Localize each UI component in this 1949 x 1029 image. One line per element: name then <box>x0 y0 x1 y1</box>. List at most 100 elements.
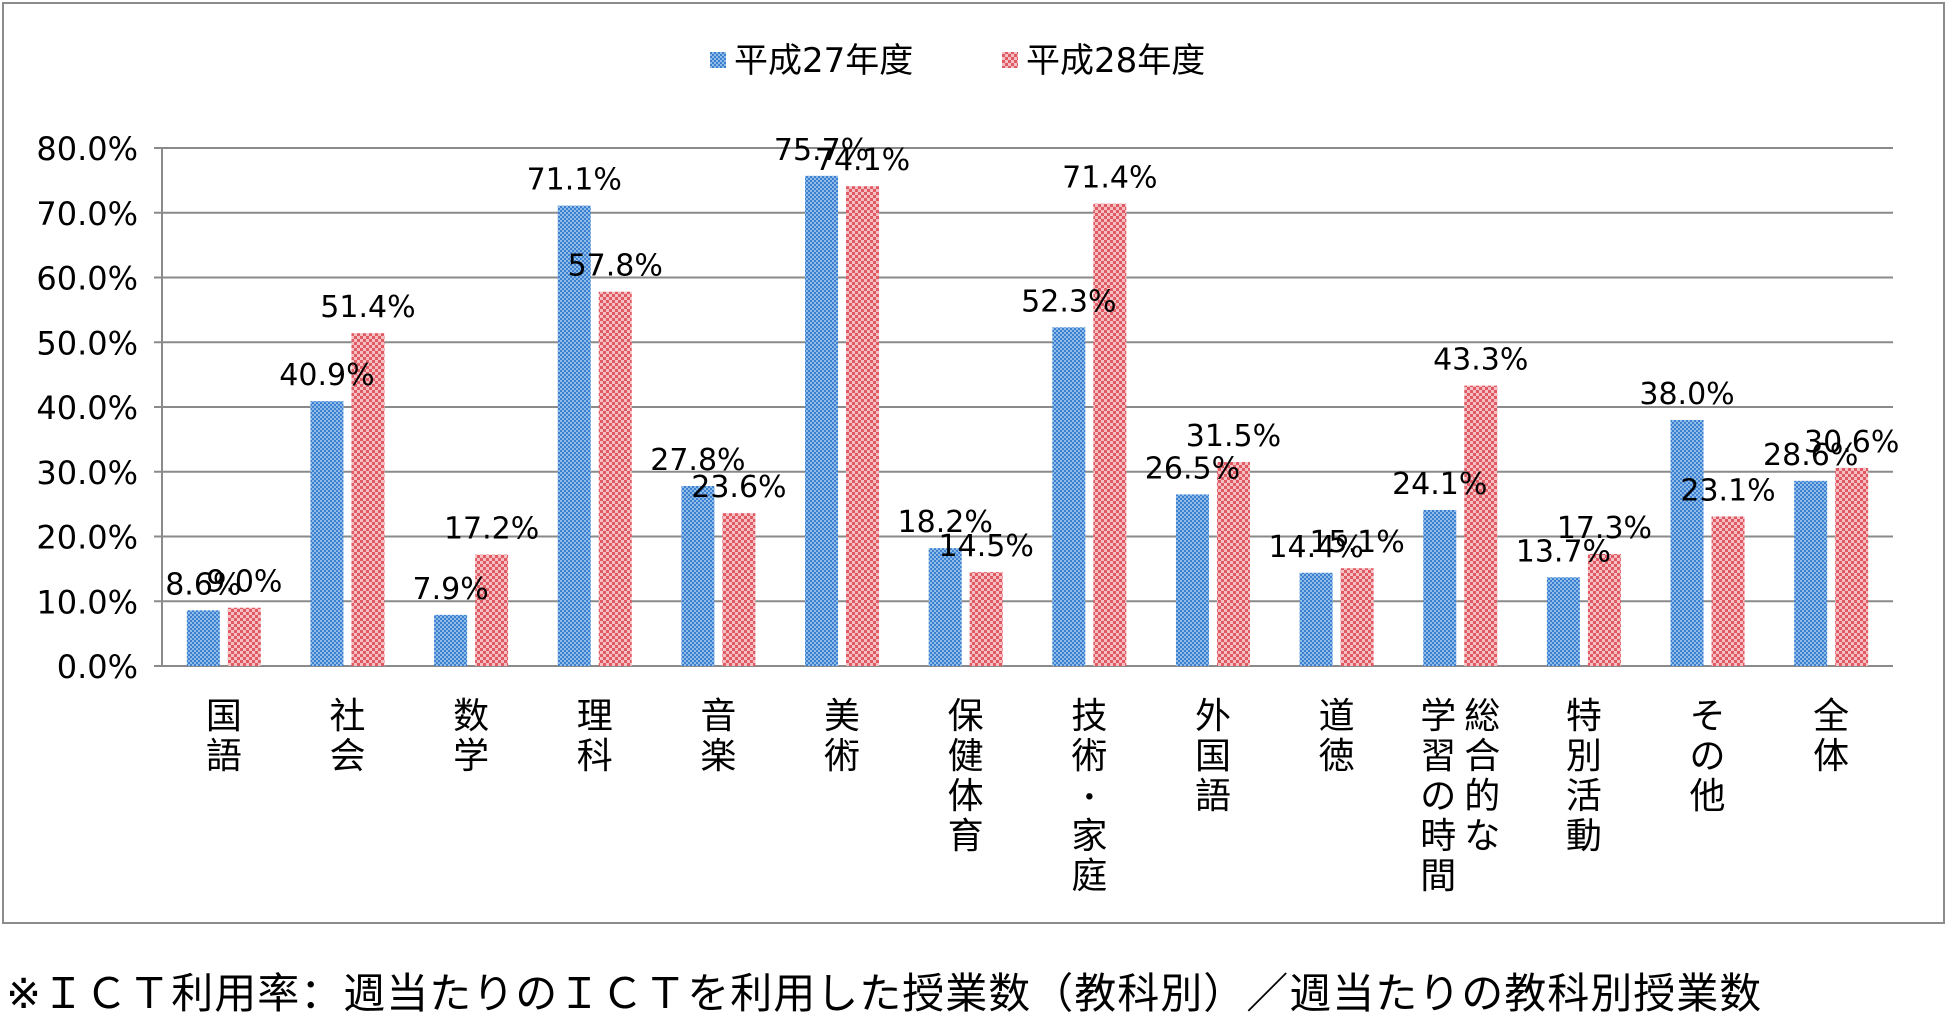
data-label: 9.0% <box>206 565 282 600</box>
category-label-char: な <box>1464 816 1500 857</box>
data-label: 7.9% <box>412 572 488 607</box>
category-label-char: 術 <box>1071 736 1107 777</box>
category-label-char: 的 <box>1464 776 1500 817</box>
category-label-char: 科 <box>577 736 613 777</box>
data-label: 18.2% <box>898 505 993 540</box>
legend-swatch <box>710 52 726 68</box>
category-label-char: 徳 <box>1319 736 1355 777</box>
data-label: 30.6% <box>1804 425 1899 460</box>
category-label-char: 術 <box>824 736 860 777</box>
data-label: 17.3% <box>1557 511 1652 546</box>
footnote: ※ＩＣＴ利用率：週当たりのＩＣＴを利用した授業数（教科別）／週当たりの教科別授業… <box>6 969 1763 1018</box>
bar-h28 <box>1587 553 1621 666</box>
category-label-char: 外 <box>1195 696 1231 737</box>
y-tick-label: 20.0% <box>36 519 138 557</box>
data-label: 43.3% <box>1433 343 1528 378</box>
data-label: 13.7% <box>1516 534 1611 569</box>
data-label: 71.4% <box>1062 161 1157 196</box>
bar-h28 <box>1340 568 1374 666</box>
legend: 平成27年度 平成28年度 <box>710 41 1205 81</box>
bar-h27 <box>557 205 591 666</box>
y-tick-label: 50.0% <box>36 324 138 362</box>
bar-h27 <box>1794 480 1828 666</box>
bar-h27 <box>1670 419 1704 666</box>
legend-label: 平成28年度 <box>1026 41 1205 81</box>
y-tick-label: 70.0% <box>36 195 138 233</box>
category-label-char: 活 <box>1566 776 1602 817</box>
category-label-char: 他 <box>1690 776 1726 817</box>
category-label-char: 特 <box>1566 696 1602 737</box>
category-label-char: 技 <box>1071 696 1107 737</box>
category-label-char: 保 <box>948 696 984 737</box>
category-label-char: の <box>1420 776 1456 817</box>
category-label-char: の <box>1690 736 1726 777</box>
bar-h28 <box>227 607 261 666</box>
bar-h28 <box>1711 516 1745 666</box>
data-label: 31.5% <box>1186 419 1281 454</box>
category-label-char: 習 <box>1420 736 1456 777</box>
bar-h27 <box>1423 509 1457 666</box>
bar-h28 <box>1093 203 1127 666</box>
category-label-char: 学 <box>453 736 489 777</box>
bar-h27 <box>1546 577 1580 666</box>
category-label-char: 総 <box>1464 696 1500 737</box>
bar-h28 <box>475 554 509 666</box>
category-label-char: そ <box>1690 696 1726 737</box>
category-label-char: 音 <box>700 696 736 737</box>
bar-h28 <box>1835 467 1869 666</box>
category-label-char: 体 <box>1813 736 1849 777</box>
bar-h27 <box>186 610 220 666</box>
bar-h28 <box>722 513 756 666</box>
category-label-char: 楽 <box>700 736 736 777</box>
legend-swatch <box>1002 52 1018 68</box>
data-label: 57.8% <box>568 249 663 284</box>
bar-h28 <box>1216 462 1250 666</box>
category-label-char: 別 <box>1566 736 1602 777</box>
data-label: 52.3% <box>1021 284 1116 319</box>
category-label-char: 社 <box>329 696 365 737</box>
y-tick-label: 40.0% <box>36 389 138 427</box>
data-label: 23.6% <box>691 470 786 505</box>
bar-h27 <box>310 401 344 666</box>
category-label-char: 合 <box>1464 736 1500 777</box>
bar-h27 <box>434 614 468 666</box>
category-label-char: 会 <box>329 736 365 777</box>
category-label-char: 数 <box>453 696 489 737</box>
y-tick-label: 30.0% <box>36 454 138 492</box>
y-tick-label: 0.0% <box>57 648 138 686</box>
data-label: 27.8% <box>650 443 745 478</box>
data-label: 71.1% <box>527 163 622 198</box>
category-label-char: 全 <box>1813 696 1849 737</box>
category-label-char: 語 <box>1195 776 1231 817</box>
bars <box>186 175 1869 666</box>
bar-h27 <box>1299 572 1333 666</box>
category-label-char: 国 <box>1195 736 1231 777</box>
category-label-char: 理 <box>577 696 613 737</box>
bar-h28 <box>846 186 880 666</box>
y-tick-label: 60.0% <box>36 260 138 298</box>
data-label: 24.1% <box>1392 467 1487 502</box>
category-label-char: 体 <box>948 776 984 817</box>
bar-h28 <box>598 291 632 666</box>
data-labels: 8.6%9.0% 40.9% 51.4% 7.9% 17.2% 71.1% 57.8% 27.… <box>165 133 1899 607</box>
data-label: 17.2% <box>444 512 539 547</box>
category-label-char: ・ <box>1074 781 1104 816</box>
bar-h27 <box>805 175 839 666</box>
data-label: 51.4% <box>320 290 415 325</box>
bar-h27 <box>681 485 715 666</box>
y-tick-label: 80.0% <box>36 130 138 168</box>
data-label: 26.5% <box>1145 451 1240 486</box>
category-label-char: 語 <box>206 736 242 777</box>
category-labels: 国語社会数学理科音楽美術保健体育技術・家庭外国語道徳総合的な学習の時間特別活動そ… <box>206 696 1849 897</box>
bar-h27 <box>928 548 962 666</box>
category-label-char: 家 <box>1071 816 1107 857</box>
bar-h27 <box>1052 327 1086 666</box>
category-label-char: 時 <box>1420 816 1456 857</box>
bar-h28 <box>1464 385 1498 666</box>
bar-h28 <box>351 333 385 666</box>
category-label-char: 健 <box>948 736 984 777</box>
category-label-char: 動 <box>1566 816 1602 857</box>
bar-chart: 0.0% 10.0% 20.0% 30.0% 40.0% 50.0% 60.0% 70.0% 8… <box>36 41 1899 897</box>
category-label-char: 道 <box>1319 696 1355 737</box>
y-tick-label: 10.0% <box>36 583 138 621</box>
